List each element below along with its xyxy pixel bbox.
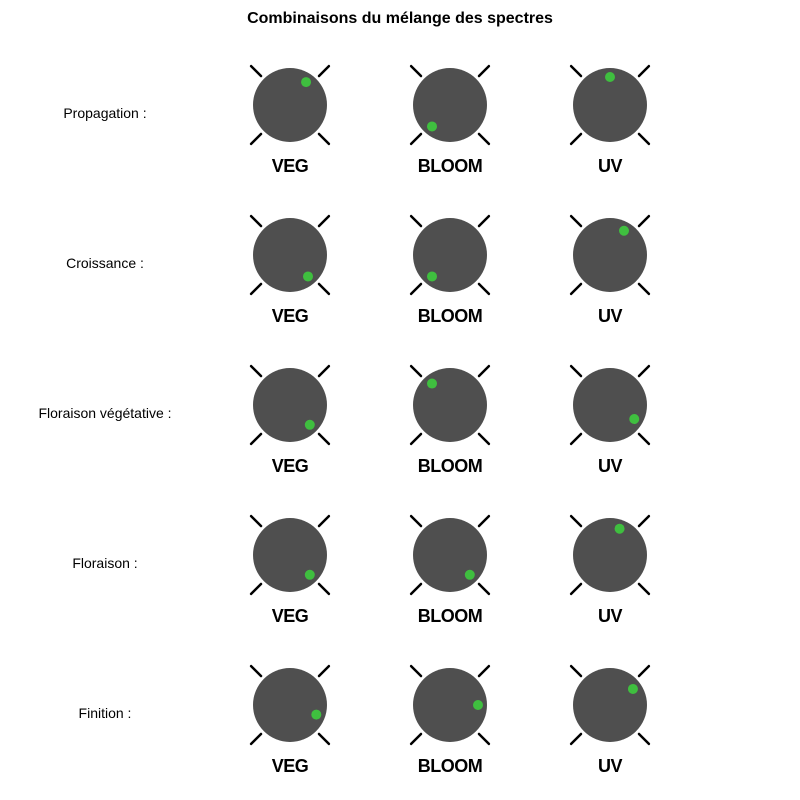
knob-label: VEG xyxy=(272,606,309,627)
knob-uv: UV xyxy=(530,200,690,327)
knob-veg: VEG xyxy=(210,500,370,627)
knob-dial-icon xyxy=(395,350,505,460)
knob-label: VEG xyxy=(272,156,309,177)
knob-label: BLOOM xyxy=(418,456,483,477)
knob-group: VEG BLOOM UV xyxy=(210,350,800,477)
knob-bloom: BLOOM xyxy=(370,50,530,177)
knob-group: VEG BLOOM UV xyxy=(210,50,800,177)
knob-veg: VEG xyxy=(210,50,370,177)
knob-dial-icon xyxy=(555,200,665,310)
knob-uv: UV xyxy=(530,350,690,477)
knob-uv: UV xyxy=(530,650,690,777)
knob-bloom: BLOOM xyxy=(370,650,530,777)
knob-dial-icon xyxy=(555,500,665,610)
knob-dial-icon xyxy=(395,50,505,160)
row: Floraison végétative : VEG BLOOM UV xyxy=(0,338,800,488)
knob-label: VEG xyxy=(272,756,309,777)
knob-bloom: BLOOM xyxy=(370,500,530,627)
row-label: Propagation : xyxy=(0,105,210,121)
knob-bloom: BLOOM xyxy=(370,350,530,477)
knob-label: UV xyxy=(598,456,622,477)
row: Finition : VEG BLOOM UV xyxy=(0,638,800,788)
knob-label: BLOOM xyxy=(418,306,483,327)
row: Propagation : VEG BLOOM UV xyxy=(0,38,800,188)
knob-dial-icon xyxy=(235,50,345,160)
knob-label: UV xyxy=(598,156,622,177)
row: Croissance : VEG BLOOM UV xyxy=(0,188,800,338)
knob-dial-icon xyxy=(555,50,665,160)
knob-label: BLOOM xyxy=(418,756,483,777)
knob-veg: VEG xyxy=(210,350,370,477)
row-label: Croissance : xyxy=(0,255,210,271)
knob-label: VEG xyxy=(272,456,309,477)
knob-dial-icon xyxy=(235,650,345,760)
spectrum-mix-diagram: Combinaisons du mélange des spectres Pro… xyxy=(0,0,800,800)
diagram-title: Combinaisons du mélange des spectres xyxy=(0,10,800,28)
knob-uv: UV xyxy=(530,50,690,177)
knob-dial-icon xyxy=(555,650,665,760)
knob-label: UV xyxy=(598,306,622,327)
knob-veg: VEG xyxy=(210,200,370,327)
knob-dial-icon xyxy=(235,200,345,310)
row-label: Floraison : xyxy=(0,555,210,571)
knob-dial-icon xyxy=(235,500,345,610)
knob-dial-icon xyxy=(555,350,665,460)
knob-uv: UV xyxy=(530,500,690,627)
knob-bloom: BLOOM xyxy=(370,200,530,327)
knob-group: VEG BLOOM UV xyxy=(210,200,800,327)
knob-group: VEG BLOOM UV xyxy=(210,500,800,627)
row-label: Floraison végétative : xyxy=(0,405,210,421)
knob-label: BLOOM xyxy=(418,156,483,177)
row: Floraison : VEG BLOOM UV xyxy=(0,488,800,638)
knob-label: VEG xyxy=(272,306,309,327)
knob-veg: VEG xyxy=(210,650,370,777)
knob-label: UV xyxy=(598,756,622,777)
knob-dial-icon xyxy=(395,500,505,610)
knob-dial-icon xyxy=(395,650,505,760)
knob-label: BLOOM xyxy=(418,606,483,627)
knob-group: VEG BLOOM UV xyxy=(210,650,800,777)
knob-dial-icon xyxy=(235,350,345,460)
knob-dial-icon xyxy=(395,200,505,310)
row-label: Finition : xyxy=(0,705,210,721)
knob-label: UV xyxy=(598,606,622,627)
